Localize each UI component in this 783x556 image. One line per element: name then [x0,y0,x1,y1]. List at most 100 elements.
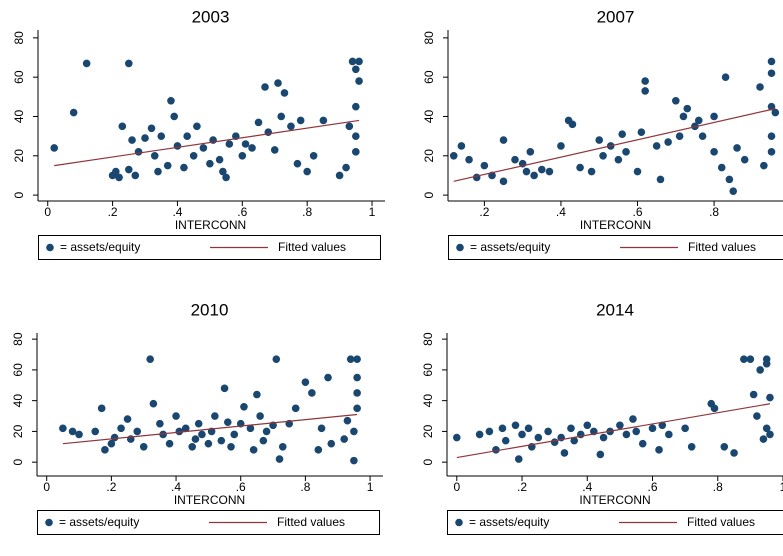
point [261,83,269,91]
legend-box [447,510,783,535]
point [240,403,248,411]
point [353,373,361,382]
point [472,173,481,182]
point [133,427,142,436]
point [538,165,546,174]
legend-label: Fitted values [687,515,755,529]
point [199,144,208,152]
point [762,424,771,433]
point [274,79,282,87]
point [583,421,592,430]
point [163,161,172,170]
point [314,446,323,454]
x-tick-label: .6 [633,205,643,219]
point [173,142,182,150]
point [498,424,507,433]
point [275,455,284,463]
x-tick-label: 1 [369,205,376,219]
point [308,389,316,397]
point [293,159,302,168]
point [150,151,159,160]
point [767,57,776,66]
legend-box [448,235,783,260]
point [740,155,749,164]
x-tick-label: 1 [780,480,783,494]
point [227,442,235,451]
x-tick-label: .2 [479,205,489,219]
point [350,427,358,436]
point [191,435,200,443]
point [492,446,500,454]
point [698,132,707,140]
point [457,142,466,150]
y-tick-label: 40 [12,109,26,123]
point [530,171,538,180]
point [629,415,637,423]
point [720,442,729,451]
point [280,89,289,97]
point [194,419,203,428]
point [766,393,774,402]
point [568,120,577,129]
panel-title: 2010 [191,300,229,319]
x-tick-label: .6 [648,480,658,494]
point [511,421,520,430]
point [550,438,559,446]
y-tick-label: 60 [11,363,25,377]
fitted-line [54,119,360,167]
y-tick-label: 0 [12,191,26,198]
point [183,132,191,140]
point [175,427,184,436]
point [167,96,175,105]
point [710,404,719,413]
x-tick-label: .2 [517,480,527,494]
y-tick-label: 0 [11,459,25,466]
point [324,373,332,382]
point [97,404,106,413]
x-tick-label: .8 [300,480,310,494]
point [576,163,584,172]
x-tick-label: .6 [236,480,246,494]
point [254,118,263,127]
point [511,155,519,164]
y-tick-label: 60 [421,363,435,377]
x-tick-label: .8 [302,205,312,219]
point [514,455,523,463]
point [259,436,268,445]
fitted-line [456,403,771,459]
y-tick-label: 80 [421,332,435,346]
fitted-line [62,413,358,445]
point [599,433,608,442]
point [729,187,738,195]
point [101,446,109,454]
point [249,446,258,454]
point [465,155,473,164]
point [524,424,533,433]
y-tick-label: 0 [421,459,435,466]
point [272,355,281,363]
legend-swatch [456,243,464,252]
point [518,430,526,439]
panel-title: 2007 [597,7,635,26]
point [560,449,569,457]
point [278,442,287,451]
point [717,163,726,172]
point [154,167,162,176]
point [740,355,748,363]
x-tick-label: 0 [43,480,50,494]
point [570,436,579,445]
point [641,87,649,95]
y-tick-label: 20 [11,424,25,438]
legend-swatch [45,518,53,527]
point [345,122,354,131]
point [567,424,575,433]
legend-box [37,510,380,535]
y-tick-label: 60 [422,70,436,84]
point [215,155,224,164]
x-tick-label: .4 [171,480,181,494]
point [499,136,508,144]
x-tick-label: .2 [108,205,118,219]
legend-swatch [455,518,463,527]
y-tick-label: 40 [11,394,25,408]
